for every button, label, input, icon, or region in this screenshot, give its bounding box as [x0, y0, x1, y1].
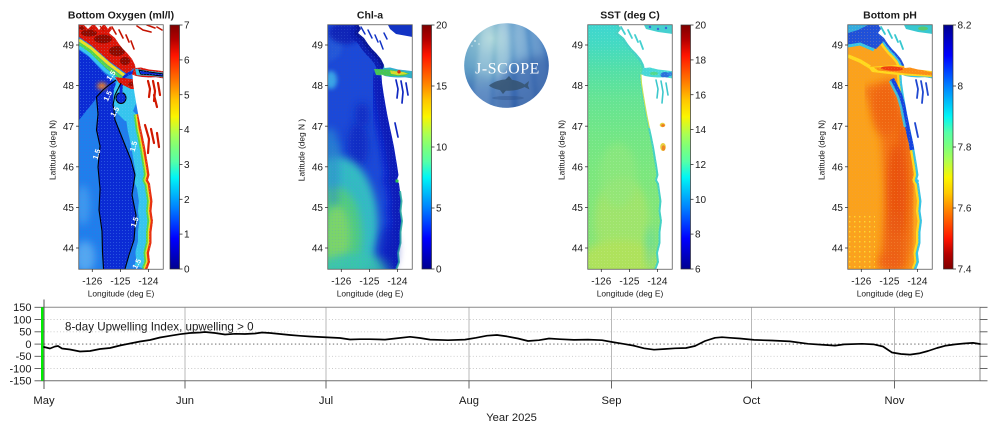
svg-text:-124: -124	[647, 277, 667, 288]
svg-text:49: 49	[832, 41, 844, 52]
svg-text:1.5: 1.5	[128, 140, 139, 152]
svg-text:44: 44	[312, 244, 324, 255]
svg-text:46: 46	[312, 162, 324, 173]
svg-text:50: 50	[19, 327, 31, 339]
svg-text:-124: -124	[387, 277, 407, 288]
svg-text:16: 16	[695, 90, 707, 101]
svg-text:-126: -126	[591, 277, 611, 288]
svg-text:2: 2	[184, 195, 190, 206]
svg-text:-126: -126	[82, 277, 102, 288]
svg-text:45: 45	[832, 203, 844, 214]
svg-text:4: 4	[184, 125, 190, 136]
svg-text:12: 12	[695, 160, 707, 171]
svg-text:100: 100	[13, 314, 31, 326]
svg-text:48: 48	[572, 81, 584, 92]
svg-text:Latitude (deg N): Latitude (deg N)	[817, 120, 827, 180]
svg-text:Aug: Aug	[459, 395, 479, 407]
svg-text:48: 48	[832, 81, 844, 92]
svg-text:49: 49	[63, 41, 75, 52]
svg-text:0: 0	[184, 265, 190, 276]
svg-text:Latitude (deg N): Latitude (deg N)	[48, 120, 58, 180]
svg-text:-124: -124	[907, 277, 927, 288]
svg-text:14: 14	[695, 125, 707, 136]
svg-text:-126: -126	[851, 277, 871, 288]
svg-text:Year 2025: Year 2025	[486, 412, 537, 424]
svg-text:44: 44	[572, 244, 584, 255]
svg-text:20: 20	[436, 21, 448, 32]
svg-text:1.5: 1.5	[101, 89, 114, 102]
svg-text:49: 49	[312, 41, 324, 52]
svg-text:0: 0	[436, 265, 442, 276]
svg-text:May: May	[33, 395, 55, 407]
svg-text:46: 46	[832, 162, 844, 173]
svg-text:5: 5	[436, 204, 442, 215]
svg-text:-50: -50	[16, 351, 32, 363]
svg-text:46: 46	[572, 162, 584, 173]
svg-text:Sep: Sep	[602, 395, 622, 407]
svg-text:1.5: 1.5	[130, 257, 143, 270]
svg-text:47: 47	[572, 122, 584, 133]
svg-text:-125: -125	[110, 277, 130, 288]
svg-text:Latitude (deg N): Latitude (deg N)	[557, 120, 567, 180]
svg-text:8: 8	[958, 82, 964, 93]
svg-text:45: 45	[63, 203, 75, 214]
svg-text:3: 3	[184, 160, 190, 171]
svg-text:18: 18	[695, 56, 707, 67]
svg-text:48: 48	[63, 81, 75, 92]
svg-text:7: 7	[184, 21, 190, 32]
svg-text:49: 49	[572, 41, 584, 52]
svg-text:44: 44	[63, 244, 75, 255]
svg-text:Longitude (deg E): Longitude (deg E)	[597, 289, 664, 299]
svg-text:5: 5	[184, 90, 190, 101]
svg-text:8.2: 8.2	[958, 21, 972, 32]
svg-text:6: 6	[695, 265, 701, 276]
svg-text:-150: -150	[9, 376, 31, 388]
svg-text:20: 20	[695, 21, 707, 32]
svg-text:46: 46	[63, 162, 75, 173]
svg-text:1.5: 1.5	[129, 216, 141, 229]
svg-text:7.6: 7.6	[958, 204, 972, 215]
svg-text:-125: -125	[359, 277, 379, 288]
svg-text:Longitude (deg E): Longitude (deg E)	[857, 289, 924, 299]
svg-text:Bottom pH: Bottom pH	[863, 10, 917, 22]
svg-text:45: 45	[312, 203, 324, 214]
svg-text:150: 150	[13, 302, 31, 314]
svg-text:Longitude (deg E): Longitude (deg E)	[88, 289, 155, 299]
svg-text:47: 47	[63, 122, 75, 133]
svg-text:10: 10	[436, 143, 448, 154]
svg-text:Nov: Nov	[885, 395, 905, 407]
svg-text:-125: -125	[619, 277, 639, 288]
svg-text:-125: -125	[879, 277, 899, 288]
svg-text:-124: -124	[138, 277, 158, 288]
svg-text:Bottom Oxygen (ml/l): Bottom Oxygen (ml/l)	[68, 10, 174, 22]
svg-text:7.4: 7.4	[958, 265, 972, 276]
svg-text:1: 1	[184, 230, 190, 241]
svg-text:15: 15	[436, 82, 448, 93]
svg-text:Chl-a: Chl-a	[357, 10, 383, 22]
svg-text:8: 8	[695, 230, 701, 241]
svg-text:Oct: Oct	[743, 395, 761, 407]
svg-text:48: 48	[312, 81, 324, 92]
svg-text:SST (deg C): SST (deg C)	[600, 10, 660, 22]
svg-text:Latitude (deg N ): Latitude (deg N )	[297, 119, 307, 182]
svg-text:0: 0	[25, 339, 31, 351]
svg-text:8-day Upwelling Index, upwelli: 8-day Upwelling Index, upwelling > 0	[65, 321, 254, 334]
svg-text:47: 47	[832, 122, 844, 133]
svg-text:Jun: Jun	[176, 395, 194, 407]
svg-text:10: 10	[695, 195, 707, 206]
svg-text:44: 44	[832, 244, 844, 255]
svg-text:-100: -100	[9, 363, 31, 375]
svg-text:45: 45	[572, 203, 584, 214]
svg-text:-126: -126	[331, 277, 351, 288]
svg-text:J-SCOPE: J-SCOPE	[475, 61, 540, 78]
svg-text:Longitude (deg E): Longitude (deg E)	[337, 289, 404, 299]
svg-text:6: 6	[184, 56, 190, 67]
svg-text:7.8: 7.8	[958, 143, 972, 154]
svg-text:Jul: Jul	[319, 395, 333, 407]
svg-text:47: 47	[312, 122, 324, 133]
svg-text:1.5: 1.5	[91, 148, 103, 161]
